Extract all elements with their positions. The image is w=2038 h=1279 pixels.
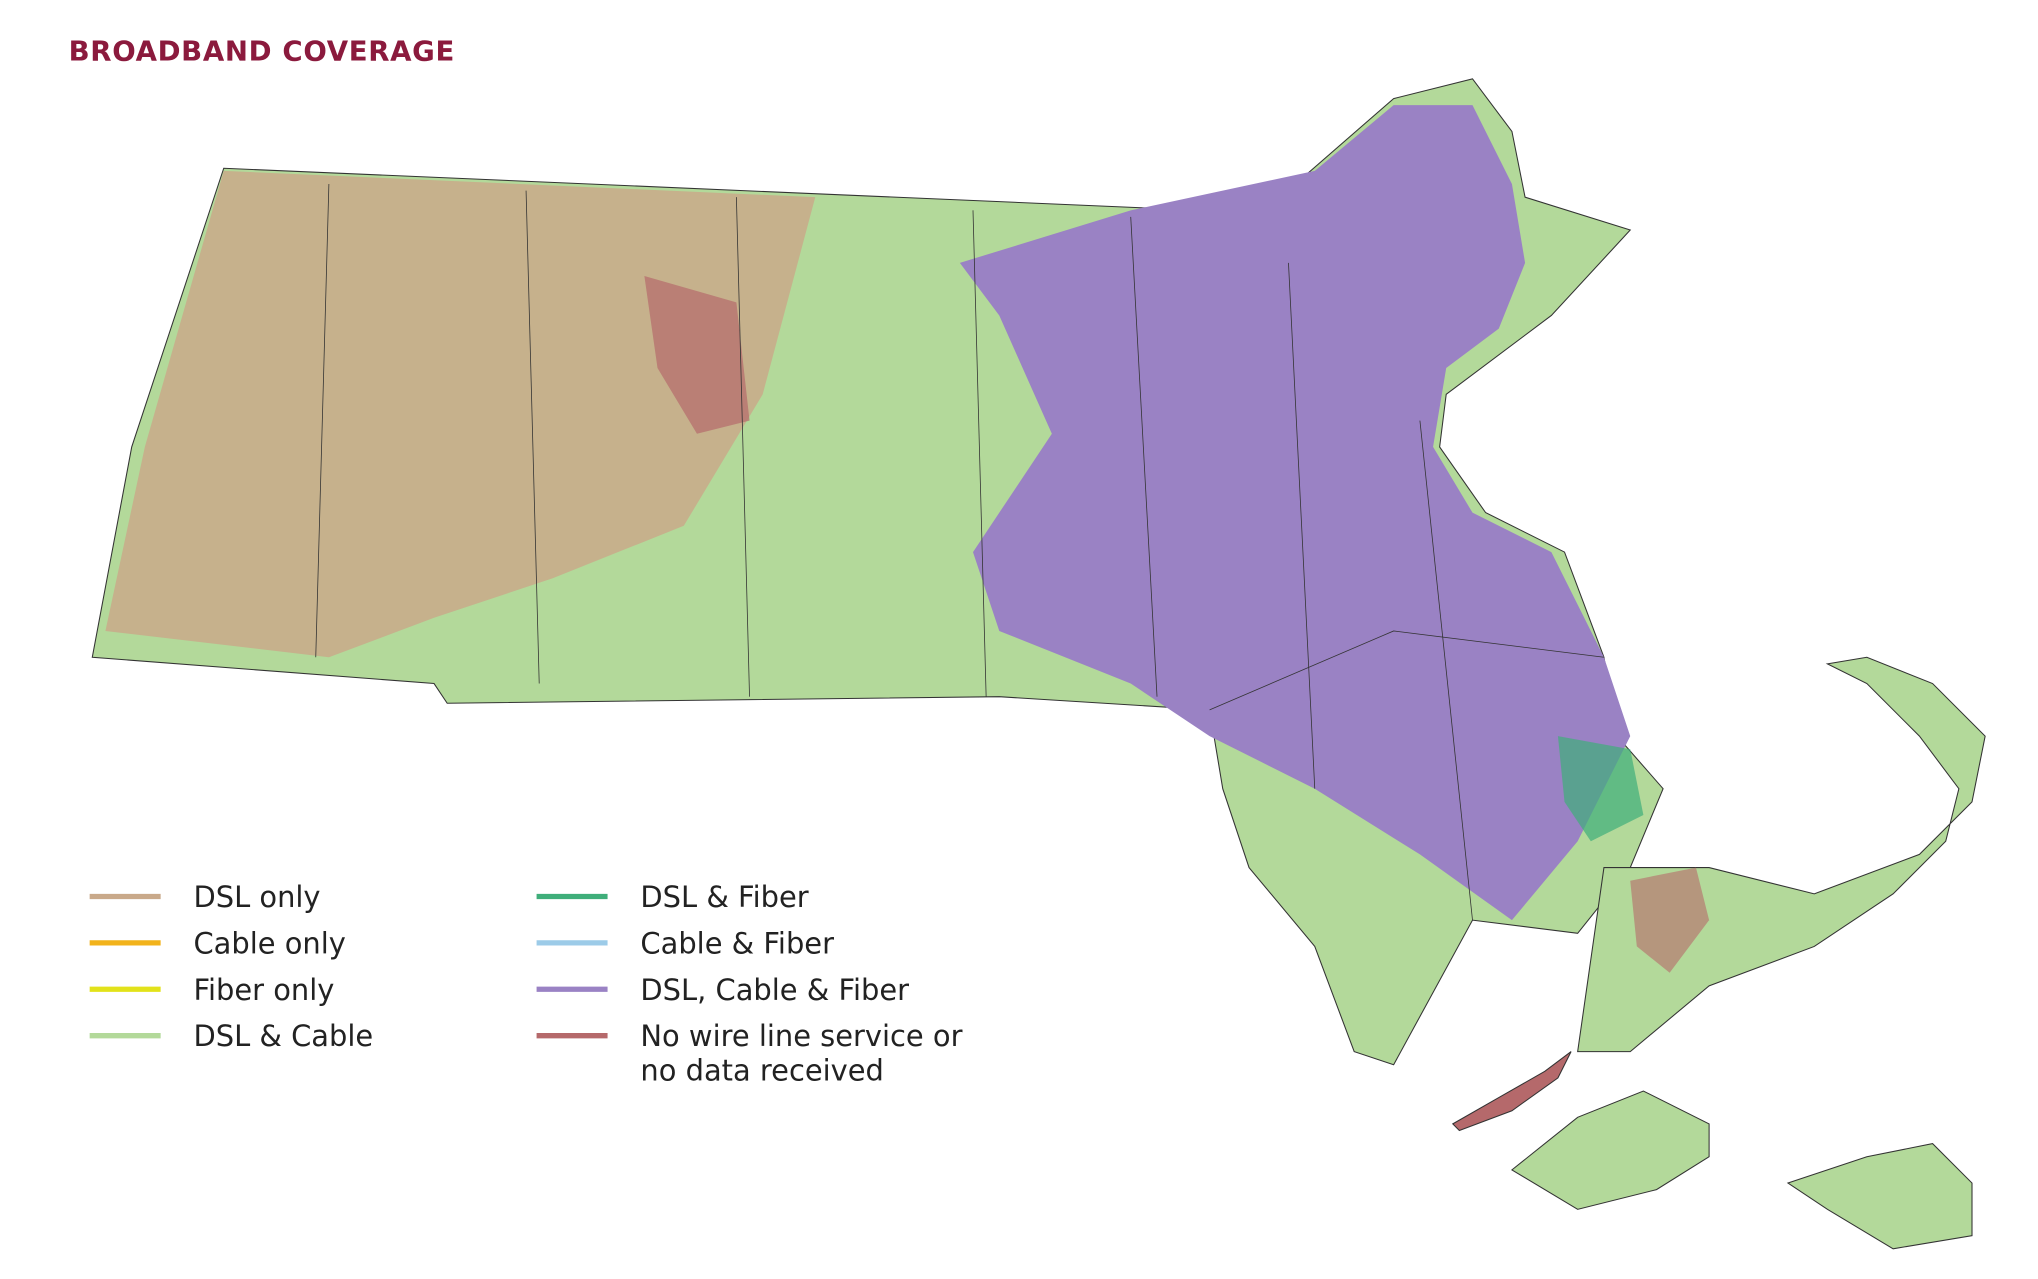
legend-item: Cable & Fiber: [536, 926, 834, 960]
legend-label: Cable & Fiber: [640, 926, 834, 960]
legend-item: DSL & Cable: [89, 1019, 373, 1053]
legend-item: DSL only: [89, 880, 321, 914]
dsl-only-area: [105, 170, 816, 658]
boundary-line: [315, 184, 1604, 921]
legend-item: Cable only: [89, 926, 346, 960]
cape-cod: [1577, 656, 1986, 1053]
coverage-areas: [105, 105, 1710, 973]
legend-label: DSL & Cable: [193, 1019, 373, 1053]
dsl-cable-fiber-area: [959, 105, 1631, 921]
county-lines: [315, 184, 1604, 921]
legend-item: DSL, Cable & Fiber: [536, 973, 909, 1007]
legend-item: No wire line service or no data received: [536, 1019, 963, 1087]
nantucket: [1786, 1143, 1973, 1250]
legend-label: DSL only: [193, 880, 320, 914]
elizabeth-islands: [1451, 1051, 1572, 1132]
no-service-cape: [1630, 867, 1710, 973]
legend: DSL only Cable only Fiber only DSL & Cable D…: [89, 880, 963, 1087]
legend-label: No wire line service or no data received: [640, 1019, 962, 1087]
legend-item: Fiber only: [89, 973, 334, 1007]
legend-label: Fiber only: [193, 973, 334, 1007]
legend-label: DSL & Fiber: [640, 880, 808, 914]
legend-label: Cable only: [193, 926, 345, 960]
map-title: BROADBAND COVERAGE: [69, 34, 455, 67]
legend-item: DSL & Fiber: [536, 880, 809, 914]
no-service-area: [644, 276, 750, 434]
dsl-fiber-area: [1557, 736, 1644, 842]
legend-label: DSL, Cable & Fiber: [640, 973, 909, 1007]
marthas-vineyard: [1511, 1090, 1710, 1210]
